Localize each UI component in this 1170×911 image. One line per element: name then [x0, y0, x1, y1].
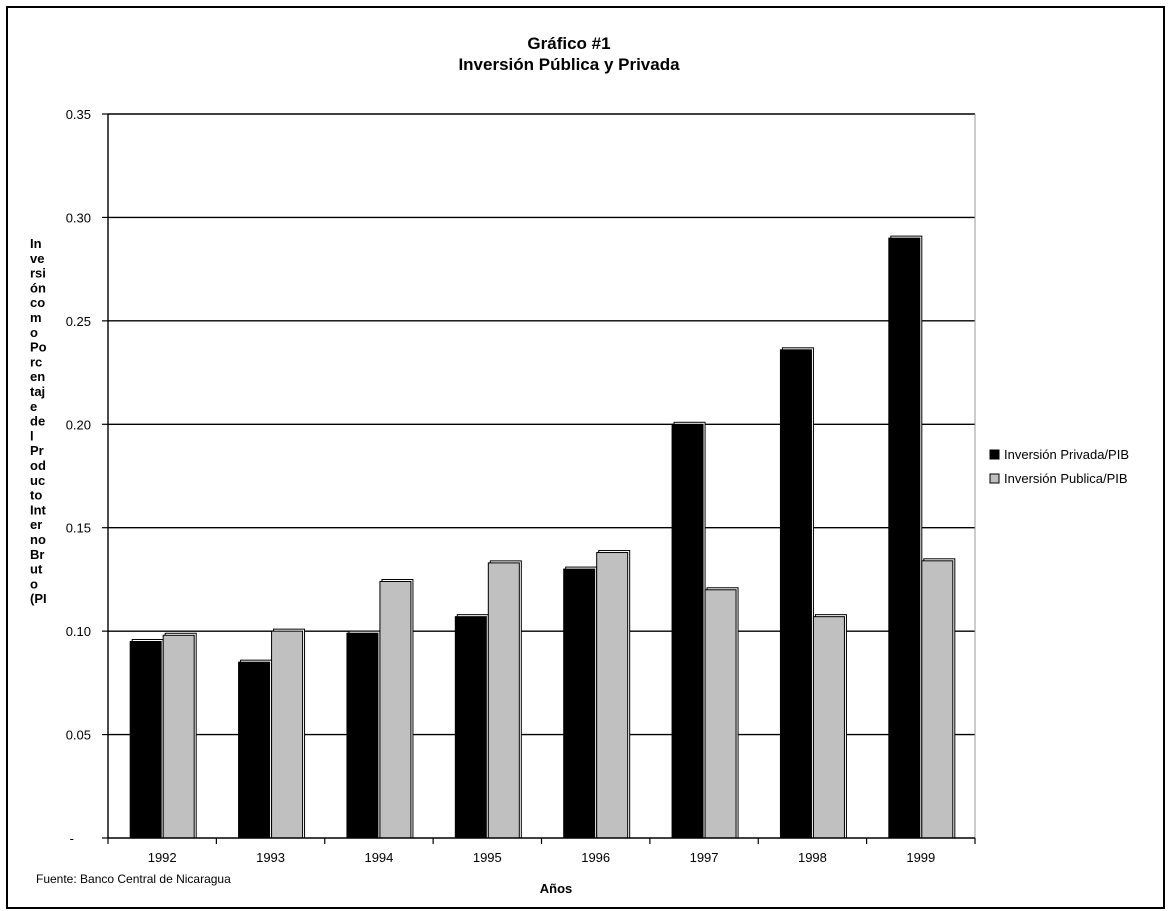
- y-axis-label-line: In: [30, 236, 42, 251]
- y-axis-label-line: co: [30, 295, 45, 310]
- bar-privada: [563, 568, 596, 839]
- y-axis-label-line: m: [30, 310, 42, 325]
- y-axis-label-line: l: [30, 428, 34, 443]
- bar-privada: [671, 423, 704, 839]
- bar-publica: [271, 630, 304, 839]
- bar-publica: [162, 634, 195, 839]
- bar-publica: [596, 552, 629, 839]
- y-axis-label: InversióncomoPorcentajedelProductoIntern…: [30, 236, 47, 606]
- y-tick-label: 0.15: [66, 521, 91, 536]
- source-note: Fuente: Banco Central de Nicaragua: [36, 872, 231, 886]
- y-axis-label-line: ve: [30, 251, 44, 266]
- bar-privada: [779, 349, 812, 839]
- y-tick-label: -: [70, 831, 74, 846]
- y-axis-label-line: Po: [30, 340, 47, 355]
- axes: [102, 113, 976, 844]
- y-axis-label-line: to: [30, 488, 42, 503]
- x-tick-label: 1992: [148, 850, 177, 865]
- y-axis-label-line: Pr: [30, 443, 44, 458]
- legend-label: Inversión Privada/PIB: [1004, 447, 1129, 462]
- bar-privada: [238, 661, 271, 839]
- x-tick-label: 1996: [581, 850, 610, 865]
- y-tick-label: 0.05: [66, 728, 91, 743]
- bar-privada: [129, 640, 162, 839]
- x-tick-label: 1999: [906, 850, 935, 865]
- y-tick-labels: - 0.05 0.10 0.15 0.20 0.25 0.30 0.35: [66, 107, 91, 846]
- y-axis-label-line: rsi: [30, 266, 46, 281]
- y-axis-label-line: uc: [30, 473, 45, 488]
- legend: Inversión Privada/PIB Inversión Publica/P…: [989, 447, 1129, 486]
- y-tick-label: 0.35: [66, 107, 91, 122]
- x-tick-label: 1994: [364, 850, 393, 865]
- legend-label: Inversión Publica/PIB: [1004, 471, 1128, 486]
- x-tick-label: 1993: [256, 850, 285, 865]
- bar-publica: [379, 580, 412, 839]
- bar-privada: [454, 616, 487, 839]
- gridlines: [108, 113, 975, 736]
- bar-publica: [704, 589, 737, 839]
- y-axis-label-line: Int: [30, 502, 47, 517]
- legend-swatch: [989, 449, 1000, 460]
- y-axis-label-line: e: [30, 399, 37, 414]
- x-tick-labels: 1992 1993 1994 1995 1996 1997 1998 1999: [148, 850, 936, 865]
- x-tick-label: 1995: [473, 850, 502, 865]
- y-axis-label-line: rc: [30, 354, 42, 369]
- bar-privada: [888, 237, 921, 839]
- x-tick-label: 1998: [798, 850, 827, 865]
- y-axis-label-line: er: [30, 517, 42, 532]
- bar-publica: [812, 616, 845, 839]
- bar-privada: [346, 632, 379, 839]
- x-axis-label: Años: [540, 881, 573, 896]
- bar-publica: [921, 560, 954, 839]
- x-tick-label: 1997: [690, 850, 719, 865]
- y-tick-label: 0.30: [66, 210, 91, 225]
- chart-subtitle: Inversión Pública y Privada: [458, 55, 680, 74]
- y-axis-label-line: o: [30, 325, 38, 340]
- y-axis-label-line: en: [30, 369, 45, 384]
- y-tick-label: 0.20: [66, 417, 91, 432]
- chart-frame: Gráfico #1 Inversión Pública y Privada -…: [6, 6, 1165, 909]
- y-axis-label-line: o: [30, 576, 38, 591]
- legend-swatch: [989, 473, 1000, 484]
- y-axis-label-line: ón: [30, 280, 46, 295]
- chart: Gráfico #1 Inversión Pública y Privada -…: [30, 34, 1129, 896]
- y-axis-label-line: no: [30, 532, 46, 547]
- y-axis-label-line: Br: [30, 547, 44, 562]
- bar-publica: [487, 562, 520, 839]
- y-axis-label-line: od: [30, 458, 46, 473]
- y-axis-label-line: (PI: [30, 591, 47, 606]
- y-axis-label-line: taj: [30, 384, 45, 399]
- chart-title: Gráfico #1: [527, 34, 610, 53]
- y-axis-label-line: ut: [30, 562, 43, 577]
- y-tick-label: 0.10: [66, 624, 91, 639]
- y-axis-label-line: de: [30, 414, 45, 429]
- y-tick-label: 0.25: [66, 314, 91, 329]
- bars: [129, 235, 956, 839]
